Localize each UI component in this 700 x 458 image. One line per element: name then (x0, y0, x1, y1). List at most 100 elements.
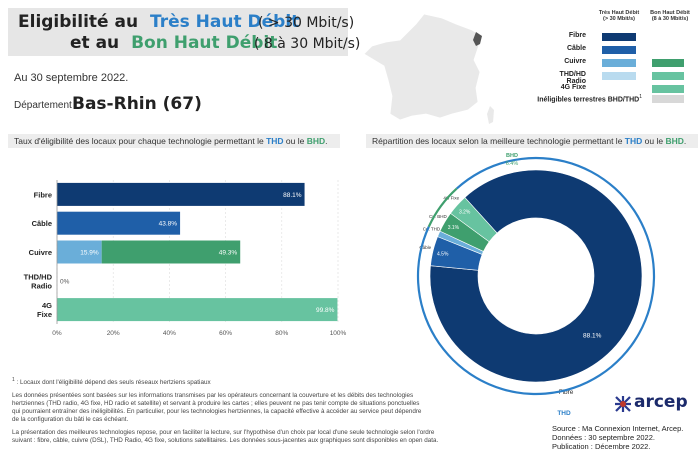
outer-ring-value-bhd: 6.4% (506, 161, 519, 167)
left-subtitle-thd: THD (266, 136, 284, 146)
footnote-line-2: hertziennes (THD radio, 4G fixe, HD radi… (12, 400, 420, 408)
legend-header-thd-line1: Très Haut Débit (598, 10, 640, 16)
title-line-2: et au Bon Haut Débit (70, 33, 277, 53)
donut-slice-label: Câble (419, 245, 431, 250)
left-subtitle-prefix: Taux d'éligibilité des locaux pour chaqu… (14, 136, 267, 146)
france-shape (363, 13, 483, 121)
outer-ring-label-bhd: BHD (506, 153, 518, 159)
legend-row-label: THD/HD Radio (559, 71, 586, 85)
arcep-logo-icon (615, 396, 631, 412)
legend-row-label: 4G Fixe (560, 84, 586, 91)
legend: Très Haut Débit (> 30 Mbit/s) Bon Haut D… (537, 10, 696, 110)
y-category-label: Fixe (37, 310, 52, 319)
title-thd: Très Haut Débit (149, 12, 300, 32)
legend-row-label: Câble (566, 45, 586, 52)
donut-value-label: 4.5% (437, 251, 449, 257)
bar-value-label: 49.3% (219, 250, 238, 257)
legend-swatch-thd (602, 33, 636, 41)
legend-swatch-thd (602, 46, 636, 54)
source-line-2: Publication : Décembre 2022. (552, 442, 651, 451)
right-subtitle-prefix: Répartition des locaux selon la meilleur… (372, 136, 625, 146)
department-label: Département : (14, 100, 78, 111)
donut-slice-label: Cu. THD (423, 227, 441, 232)
y-category-label: 4G (42, 301, 52, 310)
source-line-1: Données : 30 septembre 2022. (552, 433, 655, 442)
footnote-mark: 1 (12, 377, 15, 383)
legend-ineligible-swatch (652, 95, 684, 103)
y-category-label: Câble (32, 219, 52, 228)
x-tick-label: 40% (163, 330, 176, 337)
left-subtitle: Taux d'éligibilité des locaux pour chaqu… (8, 134, 340, 148)
footnote-line-5: La présentation des meilleures technolog… (12, 429, 435, 437)
arcep-logo-text: arcep (634, 392, 688, 412)
bar-value-label: 43.8% (159, 221, 178, 228)
legend-swatch-thd (602, 59, 636, 67)
x-tick-label: 0% (52, 330, 62, 337)
france-map (363, 13, 494, 124)
y-category-label: Fibre (34, 190, 52, 199)
legend-swatch-bhd (652, 59, 684, 67)
donut-slice (450, 197, 498, 243)
legend-header-thd-line2: (> 30 Mbit/s) (603, 16, 635, 22)
bar (57, 211, 181, 235)
outer-ring-label-thd: THD (557, 410, 571, 416)
title-box: Eligibilité au Très Haut Débit ( > 30 Mb… (8, 8, 360, 56)
title-bhd: Bon Haut Débit (131, 33, 278, 53)
corsica-shape (487, 106, 494, 124)
legend-ineligible-label: Inéligibles terrestres BHD/THD1 (534, 94, 642, 103)
bar (57, 182, 305, 206)
legend-header-bhd-line2: (8 à 30 Mbit/s) (651, 16, 689, 22)
bar (57, 240, 102, 264)
title-range-bhd: ( 8 à 30 Mbit/s) (254, 36, 361, 52)
footnote-line-4: de la configuration du bâti le cas échéa… (12, 416, 129, 424)
source-block: Source : Ma Connexion Internet, Arcep. D… (552, 424, 696, 451)
outer-ring-segment (427, 187, 458, 228)
x-tick-label: 80% (275, 330, 288, 337)
right-subtitle: Répartition des locaux selon la meilleur… (366, 134, 698, 148)
legend-swatch-bhd (652, 72, 684, 80)
bar (57, 298, 338, 322)
bar-chart: 0% 20% 40% 60% 80% 100% Fibre 88.1% Câble 43.8% Cu… (24, 180, 347, 337)
right-subtitle-thd: THD (624, 136, 643, 146)
legend-row-label: Cuivre (564, 58, 586, 65)
source-line-0: Source : Ma Connexion Internet, Arcep. (552, 424, 684, 433)
footnote: 1 : Locaux dont l'éligibilité dépend des… (12, 376, 482, 445)
legend-ineligible-text: Inéligibles terrestres BHD/THD (537, 96, 640, 104)
bas-rhin-highlight (473, 32, 482, 46)
bar-value-label: 0% (60, 278, 70, 285)
left-subtitle-suffix: . (325, 136, 328, 146)
footnote-line-1: Les données présentées sont basées sur l… (12, 392, 414, 400)
bar-value-label: 15.9% (80, 250, 99, 257)
title-prefix-2: et au (70, 33, 120, 53)
x-tick-label: 60% (219, 330, 232, 337)
legend-header-bhd-line1: Bon Haut Débit (650, 10, 690, 16)
footnote-line-6: suivant : fibre, câble, cuivre (DSL), TH… (12, 437, 439, 445)
y-category-label: Radio (31, 281, 52, 290)
right-subtitle-mid: ou le (642, 136, 666, 146)
arcep-logo: arcep (614, 392, 690, 416)
footnote-line-0: 1 : Locaux dont l'éligibilité dépend des… (12, 376, 482, 387)
bar-value-label: 99.8% (316, 307, 335, 314)
legend-header-thd: Très Haut Débit (> 30 Mbit/s) (594, 10, 644, 22)
left-subtitle-mid: ou le (283, 136, 307, 146)
bar-value-label: 88.1% (283, 192, 302, 199)
bar (101, 240, 241, 264)
date-text: Au 30 septembre 2022. (14, 72, 129, 84)
donut-value-label: 3.1% (448, 225, 460, 231)
title-range-thd: ( > 30 Mbit/s) (258, 15, 355, 31)
right-subtitle-suffix: . (683, 136, 687, 146)
donut-value-label: 3.2% (459, 210, 471, 216)
footnote-text-0: : Locaux dont l'éligibilité dépend des s… (16, 379, 211, 387)
x-tick-label: 20% (107, 330, 120, 337)
right-subtitle-bhd: BHD (665, 136, 684, 146)
donut-chart: 88.1% Fibre 4.5% Câble Cu. THD 3.1% Cu. BHD 3.2… (416, 153, 656, 416)
donut-slice-label: Cu. BHD (429, 214, 448, 219)
legend-ineligible-mark: 1 (639, 94, 642, 100)
department-value: Bas-Rhin (67) (72, 94, 202, 114)
x-tick-label: 100% (330, 330, 347, 337)
donut-slice-label: 4G Fixe (443, 196, 459, 201)
donut-value-label: 88.1% (583, 333, 602, 340)
footnote-line-3: qui pourraient entraîner des inéligibili… (12, 408, 422, 416)
left-subtitle-bhd: BHD (306, 136, 326, 146)
legend-header-bhd: Bon Haut Débit (8 à 30 Mbit/s) (644, 10, 696, 22)
